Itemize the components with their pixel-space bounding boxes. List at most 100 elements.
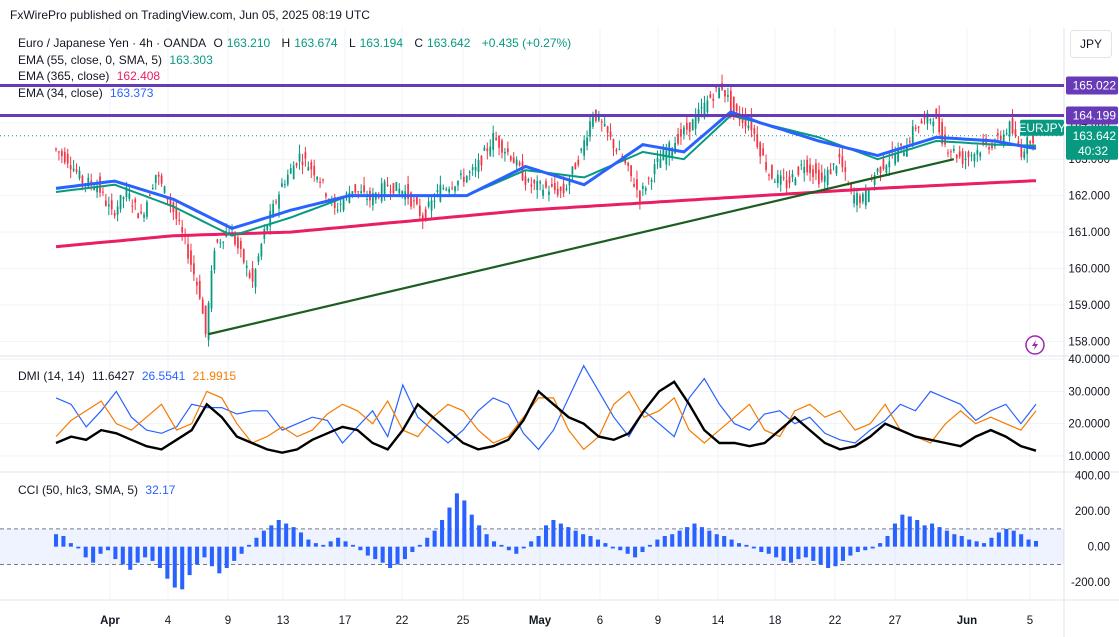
- cci-bar: [625, 546, 630, 554]
- cci-bar: [462, 500, 467, 547]
- currency-button[interactable]: JPY: [1070, 30, 1112, 58]
- candle-body: [527, 179, 530, 182]
- cci-bar: [863, 546, 868, 551]
- candle-body: [853, 195, 855, 204]
- candle-body: [81, 175, 84, 184]
- candle-body: [574, 163, 577, 170]
- candle-body: [389, 191, 392, 193]
- candle-body: [462, 176, 465, 182]
- candle-body: [900, 143, 902, 146]
- cci-bar: [818, 546, 823, 565]
- candle-body: [627, 162, 630, 166]
- cci-legend[interactable]: CCI (50, hlc3, SMA, 5) 32.17: [18, 483, 179, 497]
- candle-body: [66, 153, 69, 164]
- ema55-legend[interactable]: EMA (55, close, 0, SMA, 5) 163.303: [18, 53, 217, 67]
- countdown-badge: 40:32: [1078, 144, 1108, 158]
- candle-body: [609, 131, 612, 137]
- candle-body: [958, 151, 961, 157]
- x-tick-label: 25: [457, 615, 470, 627]
- grid-lines: [0, 28, 1064, 600]
- candle-body: [844, 167, 847, 172]
- cci-bar: [885, 536, 890, 547]
- cci-bar: [714, 534, 719, 547]
- candle-body: [131, 205, 134, 207]
- candle-body: [295, 163, 298, 166]
- candle-body: [107, 204, 110, 207]
- ema365-legend[interactable]: EMA (365, close) 162.408: [18, 69, 164, 83]
- candle-body: [237, 237, 239, 249]
- cci-bar: [803, 546, 808, 558]
- cci-bar: [165, 546, 170, 579]
- ohlc-open: O 163.210: [213, 36, 271, 50]
- candle-body: [316, 177, 319, 180]
- candle-body: [548, 191, 550, 195]
- candle-body: [424, 209, 427, 220]
- last-price-badge: 163.642: [1073, 129, 1117, 143]
- candle-body: [1014, 129, 1017, 136]
- dmi-tick-label: 40.0000: [1068, 354, 1110, 366]
- candle-body: [55, 148, 57, 150]
- candle-body: [149, 194, 151, 196]
- x-tick-label: 9: [225, 615, 231, 627]
- candle-body: [339, 203, 342, 205]
- candle-body: [897, 148, 899, 162]
- candle-body: [69, 165, 72, 170]
- candle-body: [856, 193, 858, 206]
- candle-body: [680, 129, 682, 137]
- cci-bar: [484, 534, 489, 547]
- x-tick-label: 9: [655, 615, 661, 627]
- candle-body: [474, 166, 477, 171]
- candle-body: [195, 281, 198, 286]
- cci-bar: [506, 546, 511, 551]
- candle-body: [961, 151, 964, 164]
- cci-bar: [417, 544, 422, 547]
- price-tick-label: 162.000: [1068, 191, 1110, 203]
- alert-icon[interactable]: [1025, 335, 1045, 355]
- candle-body: [75, 169, 78, 172]
- x-tick-label: Apr: [100, 615, 120, 627]
- candle-body: [78, 170, 81, 179]
- candle-body: [926, 113, 929, 124]
- dmi-legend[interactable]: DMI (14, 14) 11.6427 26.5541 21.9915: [18, 369, 240, 383]
- candle-body: [729, 90, 732, 111]
- candle-body: [873, 174, 876, 185]
- cci-bar: [128, 546, 133, 570]
- candle-body: [454, 186, 456, 192]
- candle-body: [193, 263, 195, 275]
- cci-bar: [989, 537, 994, 547]
- cci-bar: [447, 507, 452, 547]
- level-164-badge: 164.199: [1073, 109, 1117, 123]
- candle-body: [674, 143, 676, 154]
- candle-body: [372, 193, 374, 206]
- cci-bar: [944, 530, 949, 547]
- candle-body: [773, 181, 776, 183]
- ema34-legend[interactable]: EMA (34, close) 163.373: [18, 86, 157, 100]
- candle-body: [688, 122, 691, 132]
- candle-body: [835, 166, 838, 174]
- candle-body: [876, 168, 879, 172]
- candle-body: [1005, 133, 1008, 135]
- candle-body: [788, 176, 791, 184]
- candle-body: [354, 184, 357, 193]
- symbol-title[interactable]: Euro / Japanese Yen · 4h · OANDA: [18, 36, 207, 50]
- candle-body: [480, 155, 483, 166]
- cci-bar: [239, 546, 244, 554]
- candle-body: [964, 158, 967, 161]
- candle-body: [929, 119, 932, 121]
- candle-body: [709, 94, 712, 98]
- cci-bar: [662, 536, 667, 547]
- candle-body: [248, 272, 251, 278]
- cci-tick-label: 0.00: [1088, 542, 1110, 554]
- candle-body: [677, 133, 679, 144]
- cci-bar: [321, 544, 326, 547]
- cci-tick-label: -200.00: [1071, 577, 1110, 589]
- cci-bar: [566, 527, 571, 547]
- candle-body: [251, 268, 254, 282]
- candle-body: [504, 151, 506, 154]
- candle-body: [768, 174, 770, 176]
- cci-bar: [529, 541, 534, 547]
- candle-body: [914, 127, 917, 129]
- cci-pane: [0, 493, 1064, 590]
- cci-bar: [699, 527, 704, 547]
- candle-body: [125, 187, 128, 198]
